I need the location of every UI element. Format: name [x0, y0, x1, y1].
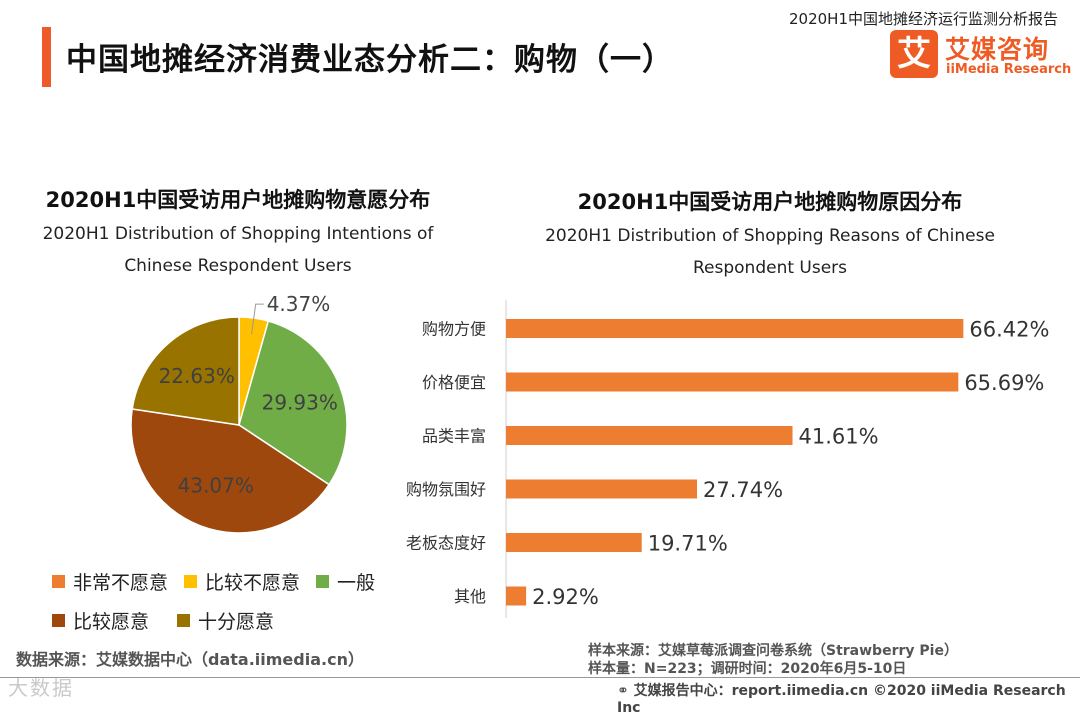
- bar-data-label: 66.42%: [969, 318, 1049, 342]
- legend-label: 十分愿意: [198, 611, 275, 633]
- legend-swatch: [184, 575, 198, 588]
- pie-legend: 非常不愿意 比较不愿意 一般 比较愿意 十分愿意: [52, 568, 452, 634]
- footer-divider: [0, 677, 1080, 678]
- category-label: 购物氛围好: [406, 480, 486, 499]
- legend-swatch: [52, 614, 65, 627]
- bar-data-label: 27.74%: [703, 478, 783, 502]
- right-chart-title: 2020H1中国受访用户地摊购物原因分布: [577, 190, 963, 214]
- title-accent-bar: [42, 27, 51, 87]
- right-chart-subtitle-1: 2020H1 Distribution of Shopping Reasons …: [545, 226, 995, 246]
- bar: [506, 426, 793, 445]
- watermark: 大数据: [8, 676, 74, 700]
- bar-data-label: 2.92%: [532, 585, 599, 609]
- bar-chart: 购物方便 66.42% 价格便宜 65.69% 品类丰富 41.61% 购物氛围好 27.74…: [406, 300, 1049, 618]
- report-name: 2020H1中国地摊经济运行监测分析报告: [789, 10, 1058, 28]
- page-title: 中国地摊经济消费业态分析二：购物（一）: [66, 42, 674, 78]
- category-label: 其他: [454, 587, 486, 606]
- legend-label: 比较不愿意: [205, 572, 301, 594]
- legend-label: 一般: [337, 572, 376, 594]
- bar-data-label: 19.71%: [648, 532, 728, 556]
- bar: [506, 372, 959, 392]
- left-chart-title: 2020H1中国受访用户地摊购物意愿分布: [45, 188, 431, 212]
- bar: [506, 479, 698, 499]
- legend-item: 比较愿意: [52, 607, 149, 634]
- bar: [506, 533, 642, 552]
- sample-source: 样本来源：艾媒草莓派调查问卷系统（Strawberry Pie）: [588, 643, 958, 659]
- bar-data-label: 65.69%: [964, 371, 1044, 395]
- legend-swatch: [177, 614, 191, 627]
- footer-text: ⚭ 艾媒报告中心：report.iimedia.cn ©2020 iiMedia…: [617, 680, 1080, 716]
- right-chart-subtitle-2: Respondent Users: [692, 258, 848, 278]
- pie-chart: 4.37% 29.93% 43.07% 22.63%: [130, 292, 348, 534]
- bar-data-label: 41.61%: [799, 425, 879, 449]
- legend-swatch: [316, 575, 330, 588]
- left-chart-subtitle-2: Chinese Respondent Users: [124, 256, 352, 276]
- iimedia-logo-icon: 艾: [890, 30, 938, 78]
- sample-size: 样本量：N=223；调研时间：2020年6月5-10日: [588, 661, 907, 677]
- legend-item: 非常不愿意: [52, 568, 168, 595]
- legend-label: 非常不愿意: [73, 572, 169, 594]
- left-chart-subtitle-1: 2020H1 Distribution of Shopping Intentio…: [42, 224, 434, 244]
- pie-slice: [130, 408, 331, 534]
- bar: [506, 586, 527, 606]
- pie-data-label: 4.37%: [267, 292, 331, 316]
- globe-icon: ⚭: [617, 683, 629, 699]
- legend-label: 比较愿意: [73, 611, 150, 633]
- legend-item: 十分愿意: [177, 607, 274, 634]
- logo-cn: 艾媒咨询: [945, 35, 1050, 64]
- legend-swatch: [52, 575, 65, 588]
- pie-slice: [131, 316, 240, 426]
- pie-data-label: 43.07%: [178, 473, 254, 497]
- legend-item: 一般: [316, 568, 375, 595]
- pie-data-label: 29.93%: [262, 390, 338, 414]
- data-source: 数据来源：艾媒数据中心（data.iimedia.cn）: [16, 650, 364, 669]
- category-label: 价格便宜: [422, 373, 486, 392]
- legend-item: 比较不愿意: [184, 568, 300, 595]
- leader-line: [251, 303, 264, 335]
- category-label: 购物方便: [422, 320, 486, 339]
- pie-data-label: 22.63%: [159, 364, 235, 388]
- category-label: 老板态度好: [406, 534, 486, 553]
- pie-slice: [238, 320, 348, 486]
- footer-label: 艾媒报告中心：report.iimedia.cn ©2020 iiMedia R…: [617, 683, 1066, 716]
- category-label: 品类丰富: [422, 427, 486, 446]
- logo-en: iiMedia Research: [946, 62, 1072, 77]
- bar: [506, 319, 964, 338]
